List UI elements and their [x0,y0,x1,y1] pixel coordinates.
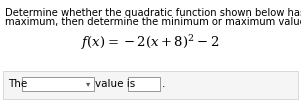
Text: .: . [162,79,165,89]
Text: maximum, then determine the minimum or maximum value of the function.: maximum, then determine the minimum or m… [5,17,301,27]
Text: Determine whether the quadratic function shown below has a minimum or: Determine whether the quadratic function… [5,8,301,18]
Text: ▾: ▾ [86,79,90,88]
Bar [22,77,94,91]
Text: $f(x) = -2(x+8)^2 - 2$: $f(x) = -2(x+8)^2 - 2$ [81,33,219,52]
Text: The: The [8,79,27,89]
Text: value is: value is [95,79,135,89]
Bar [128,77,160,91]
Bar [3,71,298,99]
